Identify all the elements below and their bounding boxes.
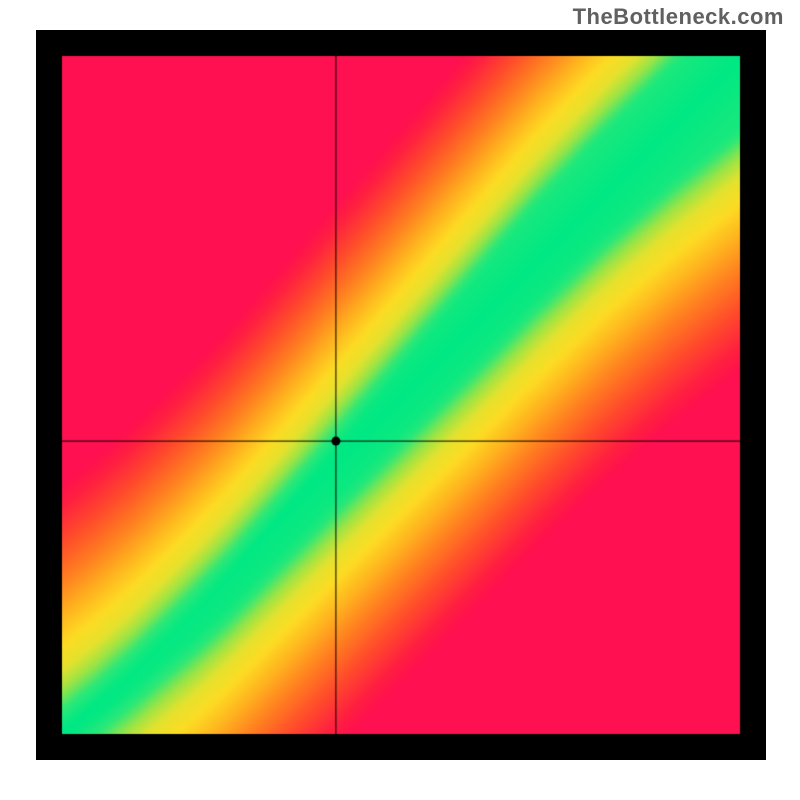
- watermark-text: TheBottleneck.com: [573, 4, 784, 30]
- heatmap-canvas: [36, 30, 766, 760]
- chart-container: TheBottleneck.com: [0, 0, 800, 800]
- heatmap-chart: [36, 30, 766, 760]
